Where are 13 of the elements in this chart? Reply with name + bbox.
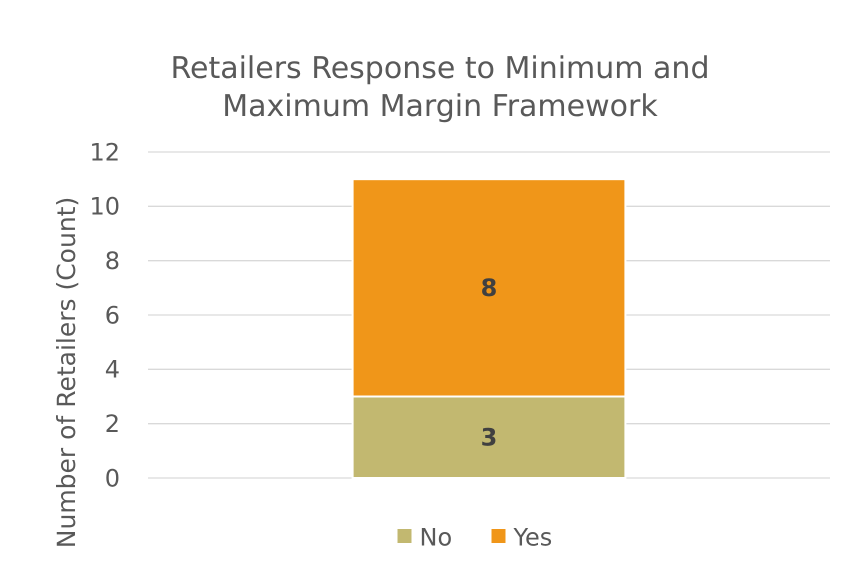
- data-label: 3: [480, 424, 498, 452]
- y-axis-title: Number of Retailers (Count): [52, 196, 81, 548]
- y-tick-label: 4: [104, 356, 120, 384]
- chart-title: Retailers Response to Minimum and Maximum Margin Framework: [170, 51, 710, 124]
- y-tick-label: 8: [104, 247, 120, 276]
- y-tick-label: 12: [89, 138, 120, 166]
- y-tick-label: 10: [89, 192, 120, 221]
- y-tick-label: 2: [104, 410, 120, 438]
- legend-label: Yes: [512, 523, 552, 552]
- y-tick-label: 6: [104, 301, 120, 330]
- y-tick-label: 0: [104, 464, 120, 492]
- legend-label: No: [420, 523, 452, 552]
- data-label: 8: [480, 274, 498, 302]
